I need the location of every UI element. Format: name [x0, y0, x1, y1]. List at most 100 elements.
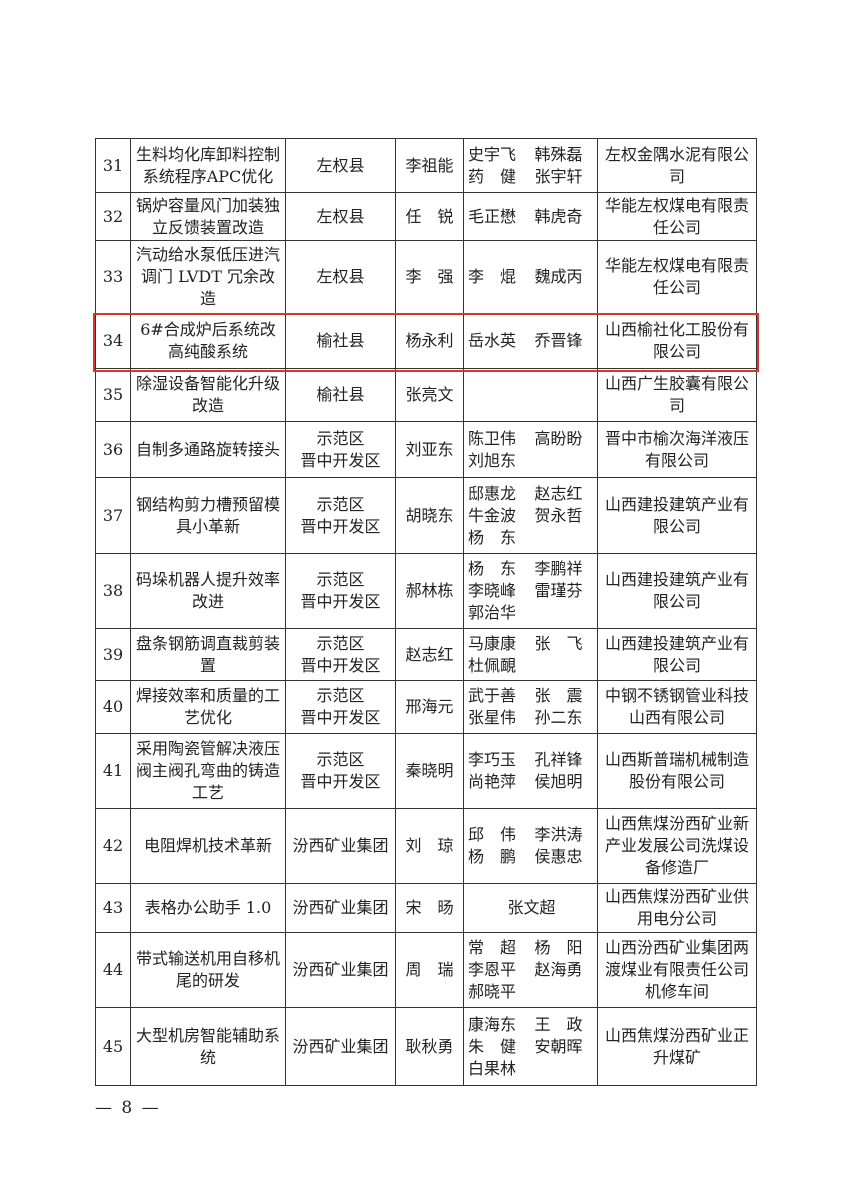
- region-cell: 左权县: [285, 192, 396, 241]
- member-name: 岳水英: [468, 331, 517, 350]
- members-cell: [463, 368, 598, 422]
- company-name: 山西焦煤汾西矿业供用电分公司: [597, 883, 757, 933]
- company-name: 晋中市榆次海洋液压有限公司: [597, 421, 757, 478]
- member-name: 邱 伟: [468, 825, 517, 844]
- leader-name: 任 锐: [395, 192, 464, 241]
- members-cell: 史宇飞 韩殊磊药 健张宇轩: [463, 138, 598, 193]
- row-number: 31: [95, 138, 131, 193]
- member-name: 牛金波: [468, 505, 517, 525]
- region-line: 左权县: [316, 206, 365, 226]
- leader-name: 杨永利: [395, 313, 464, 369]
- member-name: 侯旭明: [534, 772, 583, 791]
- member-name: 孔祥锋: [534, 750, 583, 769]
- member-name: 李 焜: [468, 267, 517, 286]
- members-list: 张文超: [466, 897, 595, 919]
- member-name: 安朝晖: [534, 1036, 583, 1056]
- members-list: 毛正懋 韩虎奇: [466, 206, 595, 228]
- company-name: 山西榆社化工股份有限公司: [597, 313, 757, 369]
- members-cell: 李 焜魏成丙: [463, 240, 598, 314]
- project-name: 6#合成炉后系统改高纯酸系统: [130, 313, 286, 369]
- leader-name: 张亮文: [395, 368, 464, 422]
- region-line: 左权县: [316, 267, 365, 286]
- leader-name: 刘 琼: [395, 808, 464, 884]
- region-cell: 示范区 晋中开发区: [285, 477, 396, 554]
- members-list: 常 超杨 阳李恩平 赵海勇 郝晓平: [466, 937, 595, 1003]
- member-name: 白果林: [468, 1058, 517, 1078]
- members-list: 李巧玉 孔祥锋 尚艳萍 侯旭明: [466, 749, 595, 793]
- row-number: 44: [95, 932, 131, 1008]
- row-number: 33: [95, 240, 131, 314]
- members-list: 武于善张 震张星伟 孙二东: [466, 685, 595, 729]
- page-number: — 8 —: [95, 1098, 161, 1118]
- leader-name: 邢海元: [395, 680, 464, 734]
- company-name: 华能左权煤电有限责任公司: [597, 192, 757, 241]
- member-name: 魏成丙: [534, 267, 583, 286]
- project-name: 汽动给水泵低压进汽调门 LVDT 冗余改造: [130, 240, 286, 314]
- leader-name: 赵志红: [395, 628, 464, 681]
- project-name: 表格办公助手 1.0: [130, 883, 286, 933]
- region-line: 示范区: [316, 494, 365, 514]
- member-name: 刘旭东: [468, 450, 517, 470]
- row-number: 34: [95, 313, 131, 369]
- members-list: 马康康张 飞杜佩靦: [466, 633, 595, 677]
- region-line: 汾西矿业集团: [292, 898, 389, 917]
- member-name: 侯惠忠: [534, 847, 583, 866]
- table-row: 40 焊接效率和质量的工艺优化 示范区 晋中开发区 邢海元 武于善张 震张星伟 孙二东 中钢不…: [95, 680, 757, 734]
- leader-name: 李祖能: [395, 138, 464, 193]
- table-row: 36 自制多通路旋转接头 示范区 晋中开发区 刘亚东 陈卫伟 高盼盼 刘旭东 晋中市榆次海洋液压…: [95, 421, 757, 478]
- table-row: 33 汽动给水泵低压进汽调门 LVDT 冗余改造 左权县 李 强李 焜魏成丙 华能左权煤…: [95, 240, 757, 314]
- member-name: 李洪涛: [534, 825, 583, 844]
- table-row: 43 表格办公助手 1.0 汾西矿业集团宋 旸 张文超 山西焦煤汾西矿业供用电分公司: [95, 883, 757, 933]
- region-line: 示范区: [316, 633, 365, 653]
- member-name: 孙二东: [534, 708, 583, 727]
- leader-name: 宋 旸: [395, 883, 464, 933]
- region-line: 榆社县: [316, 331, 365, 350]
- company-name: 山西焦煤汾西矿业新产业发展公司洗煤设备修造厂: [597, 808, 757, 884]
- region-cell: 示范区 晋中开发区: [285, 733, 396, 809]
- project-name: 锅炉容量风门加装独立反馈装置改造: [130, 192, 286, 241]
- project-name: 除湿设备智能化升级改造: [130, 368, 286, 422]
- region-line: 汾西矿业集团: [292, 836, 389, 855]
- region-cell: 左权县: [285, 138, 396, 193]
- region-cell: 汾西矿业集团: [285, 883, 396, 933]
- company-name: 山西焦煤汾西矿业正升煤矿: [597, 1007, 757, 1086]
- project-name: 采用陶瓷管解决液压阀主阀孔弯曲的铸造工艺: [130, 733, 286, 809]
- leader-name: 郝林栋: [395, 553, 464, 629]
- member-name: 尚艳萍: [468, 772, 517, 791]
- member-name: 王 政: [534, 1014, 583, 1034]
- members-cell: 李巧玉 孔祥锋 尚艳萍 侯旭明: [463, 733, 598, 809]
- members-list: 邸惠龙 赵志红 牛金波 贺永哲杨 东: [466, 483, 595, 549]
- project-name: 大型机房智能辅助系统: [130, 1007, 286, 1086]
- region-line: 示范区: [316, 750, 365, 769]
- members-list: 邱 伟李洪涛杨 鹏侯惠忠: [466, 824, 595, 868]
- company-name: 山西汾西矿业集团两渡煤业有限责任公司机修车间: [597, 932, 757, 1008]
- row-number: 36: [95, 421, 131, 478]
- project-name: 码垛机器人提升效率改进: [130, 553, 286, 629]
- awards-table: 31 生料均化库卸料控制系统程序APC优化 左权县 李祖能 史宇飞 韩殊磊药 健张宇轩 左权…: [95, 138, 757, 1086]
- member-name: 韩虎奇: [534, 206, 583, 226]
- region-line: 榆社县: [316, 385, 365, 404]
- region-cell: 汾西矿业集团: [285, 932, 396, 1008]
- member-name: 张 震: [534, 686, 583, 705]
- project-name: 带式输送机用自移机尾的研发: [130, 932, 286, 1008]
- member-name: 张宇轩: [534, 166, 583, 186]
- member-name: 史宇飞: [468, 144, 517, 164]
- row-number: 42: [95, 808, 131, 884]
- member-name: 韩殊磊: [534, 144, 583, 164]
- project-name: 生料均化库卸料控制系统程序APC优化: [130, 138, 286, 193]
- region-line: 汾西矿业集团: [292, 960, 389, 979]
- members-cell: 张文超: [463, 883, 598, 933]
- company-name: 山西建投建筑产业有限公司: [597, 477, 757, 554]
- project-name: 焊接效率和质量的工艺优化: [130, 680, 286, 734]
- region-line: 示范区: [316, 686, 365, 705]
- members-cell: 杨 东李鹏祥 李晓峰 雷瑾芬 郭治华: [463, 553, 598, 629]
- row-number: 39: [95, 628, 131, 681]
- company-name: 华能左权煤电有限责任公司: [597, 240, 757, 314]
- members-cell: 岳水英 乔晋锋: [463, 313, 598, 369]
- members-cell: 康海东王 政朱 健安朝晖 白果林: [463, 1007, 598, 1086]
- member-name: 武于善: [468, 686, 517, 705]
- member-name: 雷瑾芬: [534, 581, 583, 600]
- member-name: 杨 鹏: [468, 847, 517, 866]
- table-row: 45 大型机房智能辅助系统 汾西矿业集团 耿秋勇 康海东王 政朱 健安朝晖 白果林 山西焦煤…: [95, 1007, 757, 1086]
- project-name: 钢结构剪力槽预留模具小革新: [130, 477, 286, 554]
